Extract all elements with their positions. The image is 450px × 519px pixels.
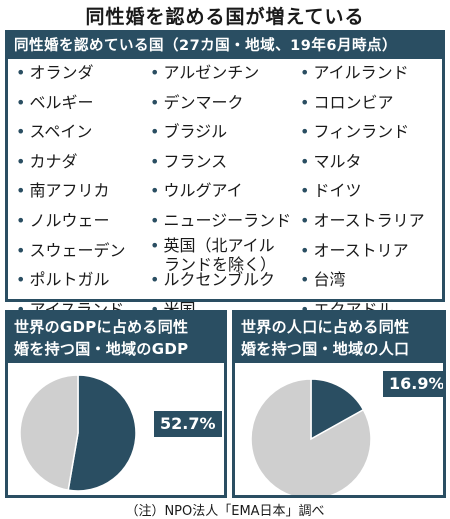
bullet-icon: • — [16, 299, 26, 319]
country-item: • 英国（北アイル ランドを除く） — [150, 236, 276, 274]
country-name: オーストリア — [313, 240, 409, 260]
country-name: アルゼンチン — [163, 63, 260, 82]
country-item: • 台湾 — [300, 270, 345, 290]
country-item: • ブラジル — [150, 122, 227, 142]
bullet-icon: • — [16, 63, 26, 82]
country-item: • フランス — [150, 152, 227, 172]
country-item: • アルゼンチン — [150, 63, 259, 83]
population-panel: 世界の人口に占める同性 婚を持つ国・地域の人口 16.9% — [232, 310, 446, 498]
country-item: • オーストラリア — [300, 211, 425, 231]
country-item: • オーストリア — [300, 241, 409, 261]
gdp-share-label: 52.7% — [154, 411, 222, 437]
bullet-icon: • — [16, 92, 26, 112]
country-item: • ニュージーランド — [150, 211, 291, 231]
country-name: オランダ — [29, 63, 94, 82]
bullet-icon: • — [150, 235, 160, 255]
country-item: • ルクセンブルク — [150, 270, 275, 290]
country-item: • 南アフリカ — [16, 181, 109, 201]
country-name: ニュージーランド — [163, 211, 292, 230]
bullet-icon: • — [150, 63, 160, 82]
country-name: ノルウェー — [29, 211, 110, 230]
country-name: マルタ — [313, 151, 362, 171]
bullet-icon: • — [16, 240, 26, 260]
country-item: • マルタ — [300, 152, 361, 172]
population-panel-title: 世界の人口に占める同性 婚を持つ国・地域の人口 — [235, 313, 443, 363]
country-name: デンマーク — [163, 92, 244, 112]
population-panel-title-line1: 世界の人口に占める同性 — [241, 318, 410, 336]
country-item: • フィンランド — [300, 122, 409, 142]
country-list: • オランダ • ベルギー • スペイン • カナダ • 南アフリカ • ノルウェー • スウェーデン • ポ… — [8, 59, 442, 319]
bullet-icon: • — [16, 211, 26, 230]
countries-box: 同性婚を認めている国（27カ国・地域、19年6月時点） • オランダ • ベルギー • ス… — [5, 30, 445, 319]
bullet-icon: • — [300, 92, 310, 112]
country-name: ベルギー — [29, 92, 94, 112]
bullet-icon: • — [300, 181, 310, 201]
country-item: • オランダ — [16, 63, 93, 83]
country-item: • ポルトガル — [16, 270, 109, 290]
country-name: ブラジル — [163, 122, 228, 142]
bullet-icon: • — [300, 63, 310, 82]
country-name: フィンランド — [313, 122, 410, 142]
bullet-icon: • — [300, 240, 310, 260]
country-name: スウェーデン — [29, 240, 126, 260]
country-name: 英国（北アイル — [163, 235, 275, 255]
country-name: 南アフリカ — [29, 181, 110, 201]
pie-slice-share — [67, 374, 137, 492]
bullet-icon: • — [300, 151, 310, 171]
country-item: • ドイツ — [300, 181, 361, 201]
pie-slice-rest — [19, 374, 79, 492]
countries-header: 同性婚を認めている国（27カ国・地域、19年6月時点） — [8, 33, 442, 59]
bullet-icon: • — [16, 151, 26, 171]
gdp-panel-title: 世界のGDPに占める同性 婚を持つ国・地域のGDP — [8, 313, 224, 363]
bullet-icon: • — [150, 92, 160, 112]
country-name: ポルトガル — [29, 270, 110, 290]
country-name: フランス — [163, 151, 228, 171]
country-name: スペイン — [29, 122, 93, 142]
footnote: （注）NPO法人「EMA日本」調べ — [125, 504, 325, 519]
country-item: • ノルウェー — [16, 211, 109, 231]
bullet-icon: • — [16, 181, 26, 201]
bullet-icon: • — [150, 122, 160, 142]
country-name: ドイツ — [313, 181, 362, 201]
gdp-pie-chart — [19, 374, 137, 492]
country-item: • デンマーク — [150, 93, 243, 113]
population-pie-chart — [250, 378, 372, 495]
country-item: • ベルギー — [16, 93, 93, 113]
bullet-icon: • — [300, 122, 310, 142]
country-name: オーストラリア — [313, 211, 425, 230]
bullet-icon: • — [300, 299, 310, 319]
country-name: ウルグアイ — [163, 181, 243, 201]
country-name: 台湾 — [313, 270, 346, 290]
population-share-label: 16.9% — [383, 371, 443, 397]
bullet-icon: • — [150, 211, 160, 230]
bullet-icon: • — [150, 299, 160, 319]
country-item: • ウルグアイ — [150, 181, 243, 201]
bullet-icon: • — [300, 211, 310, 230]
country-item: • コロンビア — [300, 93, 393, 113]
country-item: • スウェーデン — [16, 241, 125, 261]
gdp-panel: 世界のGDPに占める同性 婚を持つ国・地域のGDP 52.7% — [5, 310, 227, 498]
country-name: カナダ — [29, 151, 78, 171]
country-item: • スペイン — [16, 122, 92, 142]
bullet-icon: • — [150, 181, 160, 201]
gdp-panel-title-line2: 婚を持つ国・地域のGDP — [14, 340, 189, 358]
country-name: ルクセンブルク — [163, 270, 275, 290]
country-item: • カナダ — [16, 152, 77, 172]
gdp-panel-title-line1: 世界のGDPに占める同性 — [14, 318, 189, 336]
pie-slice-share — [310, 378, 365, 441]
bullet-icon: • — [16, 122, 26, 142]
bullet-icon: • — [150, 151, 160, 171]
bullet-icon: • — [150, 270, 160, 290]
bullet-icon: • — [300, 270, 310, 290]
country-name: アイルランド — [313, 63, 409, 82]
population-panel-title-line2: 婚を持つ国・地域の人口 — [241, 340, 410, 358]
country-item: • アイルランド — [300, 63, 409, 83]
pie-slice-rest — [250, 378, 372, 495]
country-name-continued: ランドを除く） — [164, 254, 277, 274]
page-title: 同性婚を認める国が増えている — [85, 6, 365, 28]
country-name: コロンビア — [313, 92, 394, 112]
bullet-icon: • — [16, 270, 26, 290]
